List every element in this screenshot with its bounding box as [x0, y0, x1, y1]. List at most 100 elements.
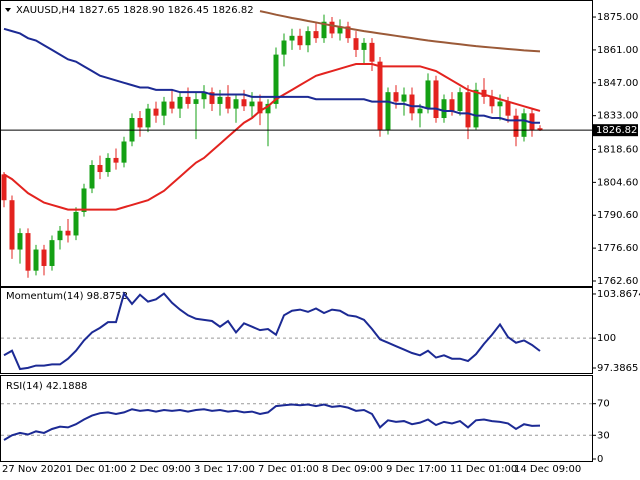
candle-body: [497, 101, 503, 107]
candle-body: [169, 101, 175, 109]
chart-title: XAUUSD,H4 1827.65 1828.90 1826.45 1826.8…: [16, 5, 254, 16]
candle-body: [481, 89, 487, 97]
candle-body: [529, 113, 535, 130]
menu-arrow: [5, 8, 11, 12]
candle-body: [433, 80, 439, 119]
moving-average: [3, 63, 541, 211]
candle-body: [489, 96, 495, 107]
candle-body: [345, 26, 351, 39]
candle-body: [513, 115, 519, 137]
main-frame: [0, 0, 593, 287]
candle-body: [329, 21, 335, 34]
y-tick-label: 1861.00: [597, 45, 638, 56]
candle-body: [521, 113, 527, 137]
momentum-frame: [0, 287, 593, 374]
candle-body: [121, 141, 127, 163]
candle-body: [361, 42, 367, 50]
candle-body: [193, 99, 199, 104]
candle-body: [9, 200, 15, 250]
candle-body: [353, 38, 359, 50]
plot-area: [1, 403, 592, 441]
x-tick-label: 27 Nov 2020: [2, 464, 66, 475]
candle-body: [73, 211, 79, 236]
candle-body: [281, 40, 287, 55]
candle-body: [417, 108, 423, 114]
x-tick-label: 9 Dec 17:00: [386, 464, 447, 475]
y-tick-label: 1776.60: [597, 243, 638, 254]
x-tick-label: 2 Dec 09:00: [130, 464, 191, 475]
momentum-title: Momentum(14) 98.8753: [6, 291, 128, 302]
candle-body: [249, 101, 255, 107]
candle-body: [89, 164, 95, 189]
candle-body: [265, 103, 271, 114]
candle-body: [441, 99, 447, 119]
moving-average: [3, 27, 540, 124]
candle-body: [225, 96, 231, 109]
plot-area: [1, 10, 543, 278]
x-tick-label: 14 Dec 09:00: [514, 464, 581, 475]
y-tick-label: 1818.60: [597, 144, 638, 155]
y-tick-label: 1790.60: [597, 210, 638, 221]
candle-body: [425, 80, 431, 109]
candle-body: [337, 26, 343, 34]
y-tick-label: 70: [597, 399, 610, 410]
y-tick-label: 97.3865: [597, 363, 638, 374]
candle-body: [57, 230, 63, 241]
candle-body: [177, 96, 183, 109]
candle-body: [257, 101, 263, 114]
candle-body: [49, 240, 55, 266]
candle-body: [97, 164, 103, 173]
y-tick-label: 0: [597, 454, 603, 465]
candle-body: [209, 92, 215, 104]
candle-body: [273, 54, 279, 104]
candle-body: [297, 35, 303, 46]
candle-body: [313, 31, 319, 39]
y-tick-label: 1762.60: [597, 276, 638, 287]
candle-body: [241, 99, 247, 107]
candle-body: [137, 118, 143, 128]
candle-body: [65, 230, 71, 236]
plot-area: [1, 291, 592, 371]
y-tick-label: 1833.00: [597, 111, 638, 122]
candle-body: [385, 92, 391, 130]
candle-body: [217, 96, 223, 104]
candle-body: [1, 174, 7, 201]
candle-body: [41, 249, 47, 266]
x-tick-label: 7 Dec 01:00: [258, 464, 319, 475]
candle-body: [321, 21, 327, 39]
x-tick-label: 11 Dec 01:00: [450, 464, 517, 475]
rsi-title: RSI(14) 42.1888: [6, 381, 87, 392]
candle-body: [233, 99, 239, 109]
x-tick-label: 8 Dec 09:00: [322, 464, 383, 475]
indicator-line: [3, 291, 541, 371]
y-tick-label: 1847.00: [597, 78, 638, 89]
candle-body: [409, 94, 415, 114]
candle-body: [377, 61, 383, 130]
x-tick-label: 1 Dec 01:00: [66, 464, 127, 475]
candle-body: [201, 92, 207, 100]
y-tick-label: 30: [597, 430, 610, 441]
candle-body: [153, 108, 159, 116]
candle-body: [185, 96, 191, 104]
candle-body: [25, 233, 31, 271]
candle-body: [105, 157, 111, 173]
candle-body: [449, 99, 455, 111]
candle-body: [161, 101, 167, 116]
price-box: [592, 124, 638, 137]
candle-body: [81, 188, 87, 212]
x-tick-label: 3 Dec 17:00: [194, 464, 255, 475]
candle-body: [17, 233, 23, 250]
candle-body: [401, 94, 407, 102]
candle-body: [505, 101, 511, 116]
indicator-line: [3, 403, 541, 441]
candle-body: [305, 31, 311, 46]
price-label: 1826.82: [596, 125, 637, 136]
y-tick-label: 1804.60: [597, 177, 638, 188]
candle-body: [473, 89, 479, 128]
candle-body: [457, 92, 463, 111]
candle-body: [33, 249, 39, 271]
candle-body: [369, 42, 375, 62]
y-tick-label: 100: [597, 333, 616, 344]
y-tick-label: 103.8674: [597, 289, 640, 300]
